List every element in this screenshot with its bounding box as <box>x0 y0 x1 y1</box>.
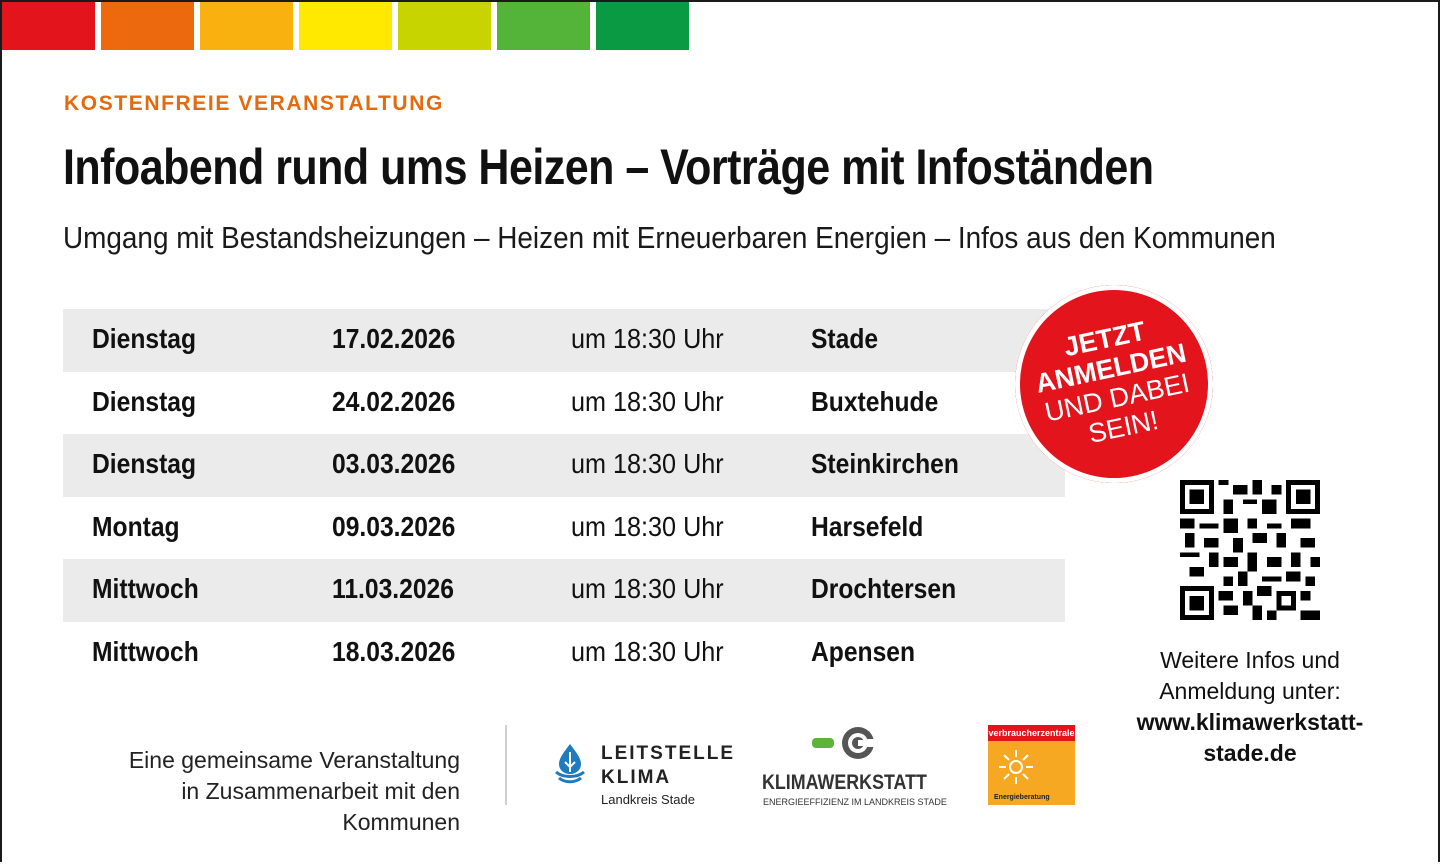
energy-scale-segment <box>596 2 689 50</box>
event-date: 18.03.2026 <box>332 635 456 667</box>
event-date: 24.02.2026 <box>332 385 456 417</box>
event-place: Drochtersen <box>811 573 957 604</box>
stamp-text: JETZT ANMELDEN UND DABEI SEIN! <box>1005 304 1224 463</box>
event-day: Dienstag <box>92 385 197 417</box>
more-info: Weitere Infos und Anmeldung unter: www.k… <box>1135 645 1365 769</box>
event-time: um 18:30 Uhr <box>571 323 724 354</box>
event-day: Mittwoch <box>92 635 199 667</box>
table-row: Mittwoch 18.03.2026 um 18:30 Uhr Apensen <box>63 622 1065 685</box>
footer-line: in Zusammenarbeit mit den Kommunen <box>181 778 460 835</box>
website-link[interactable]: stade.de <box>1203 740 1297 766</box>
leitstelle-sub: Landkreis Stade <box>601 792 695 807</box>
logo-line: LEITSTELLE <box>601 743 735 764</box>
event-day: Mittwoch <box>92 573 199 604</box>
website-link[interactable]: www.klimawerkstatt- <box>1136 709 1364 735</box>
info-line: Weitere Infos und <box>1160 647 1340 673</box>
event-place: Steinkirchen <box>811 448 959 479</box>
event-day: Dienstag <box>92 448 197 479</box>
verbraucherzentrale-logo: verbraucherzentrale Energieberatung <box>988 725 1075 805</box>
event-place: Stade <box>811 323 879 354</box>
energy-scale-segment <box>200 2 293 50</box>
eyebrow-label: KOSTENFREIE VERANSTALTUNG <box>64 92 444 115</box>
event-date: 17.02.2026 <box>332 323 456 354</box>
register-now-stamp[interactable]: JETZT ANMELDEN UND DABEI SEIN! <box>1015 285 1213 483</box>
klimawerkstatt-name: KLIMAWERKSTATT <box>762 771 927 794</box>
table-row: Montag 09.03.2026 um 18:30 Uhr Harsefeld <box>63 497 1065 560</box>
event-place: Harsefeld <box>811 510 924 542</box>
table-row: Dienstag 03.03.2026 um 18:30 Uhr Steinki… <box>63 434 1065 497</box>
vz-sub: Energieberatung <box>994 794 1050 801</box>
vz-name: verbraucherzentrale <box>988 725 1075 741</box>
event-time: um 18:30 Uhr <box>571 448 724 479</box>
event-time: um 18:30 Uhr <box>571 573 724 604</box>
page-title: Infoabend rund ums Heizen – Vorträge mit… <box>63 139 1154 195</box>
footer-line: Eine gemeinsame Veranstaltung <box>128 747 460 773</box>
sun-icon <box>999 750 1033 784</box>
energy-scale-bar <box>2 2 695 50</box>
event-place: Buxtehude <box>811 385 939 417</box>
water-drop-icon <box>555 744 585 784</box>
energy-scale-segment <box>497 2 590 50</box>
event-date: 03.03.2026 <box>332 448 456 479</box>
footer-note: Eine gemeinsame Veranstaltung in Zusamme… <box>60 745 460 838</box>
energy-scale-segment <box>398 2 491 50</box>
event-time: um 18:30 Uhr <box>571 635 724 667</box>
plug-c-icon <box>812 727 876 759</box>
klimawerkstatt-sub: ENERGIEEFFIZIENZ IM LANDKREIS STADE <box>763 797 947 807</box>
event-date: 11.03.2026 <box>332 573 454 604</box>
leitstelle-name: LEITSTELLE KLIMA <box>601 742 735 790</box>
table-row: Mittwoch 11.03.2026 um 18:30 Uhr Drochte… <box>63 559 1065 622</box>
energy-scale-segment <box>101 2 194 50</box>
energy-scale-segment <box>2 2 95 50</box>
qr-code-icon[interactable] <box>1180 480 1320 620</box>
logo-line: KLIMA <box>601 767 672 788</box>
table-row: Dienstag 17.02.2026 um 18:30 Uhr Stade <box>63 309 1065 372</box>
event-date: 09.03.2026 <box>332 510 456 542</box>
page-subtitle: Umgang mit Bestandsheizungen – Heizen mi… <box>63 220 1276 255</box>
divider <box>505 725 507 805</box>
table-row: Dienstag 24.02.2026 um 18:30 Uhr Buxtehu… <box>63 372 1065 435</box>
event-time: um 18:30 Uhr <box>571 510 724 542</box>
event-day: Dienstag <box>92 323 197 354</box>
event-time: um 18:30 Uhr <box>571 385 724 417</box>
energy-scale-segment <box>299 2 392 50</box>
event-day: Montag <box>92 510 180 542</box>
events-table: Dienstag 17.02.2026 um 18:30 Uhr Stade D… <box>63 309 1065 684</box>
info-line: Anmeldung unter: <box>1159 678 1341 704</box>
event-place: Apensen <box>811 635 916 667</box>
